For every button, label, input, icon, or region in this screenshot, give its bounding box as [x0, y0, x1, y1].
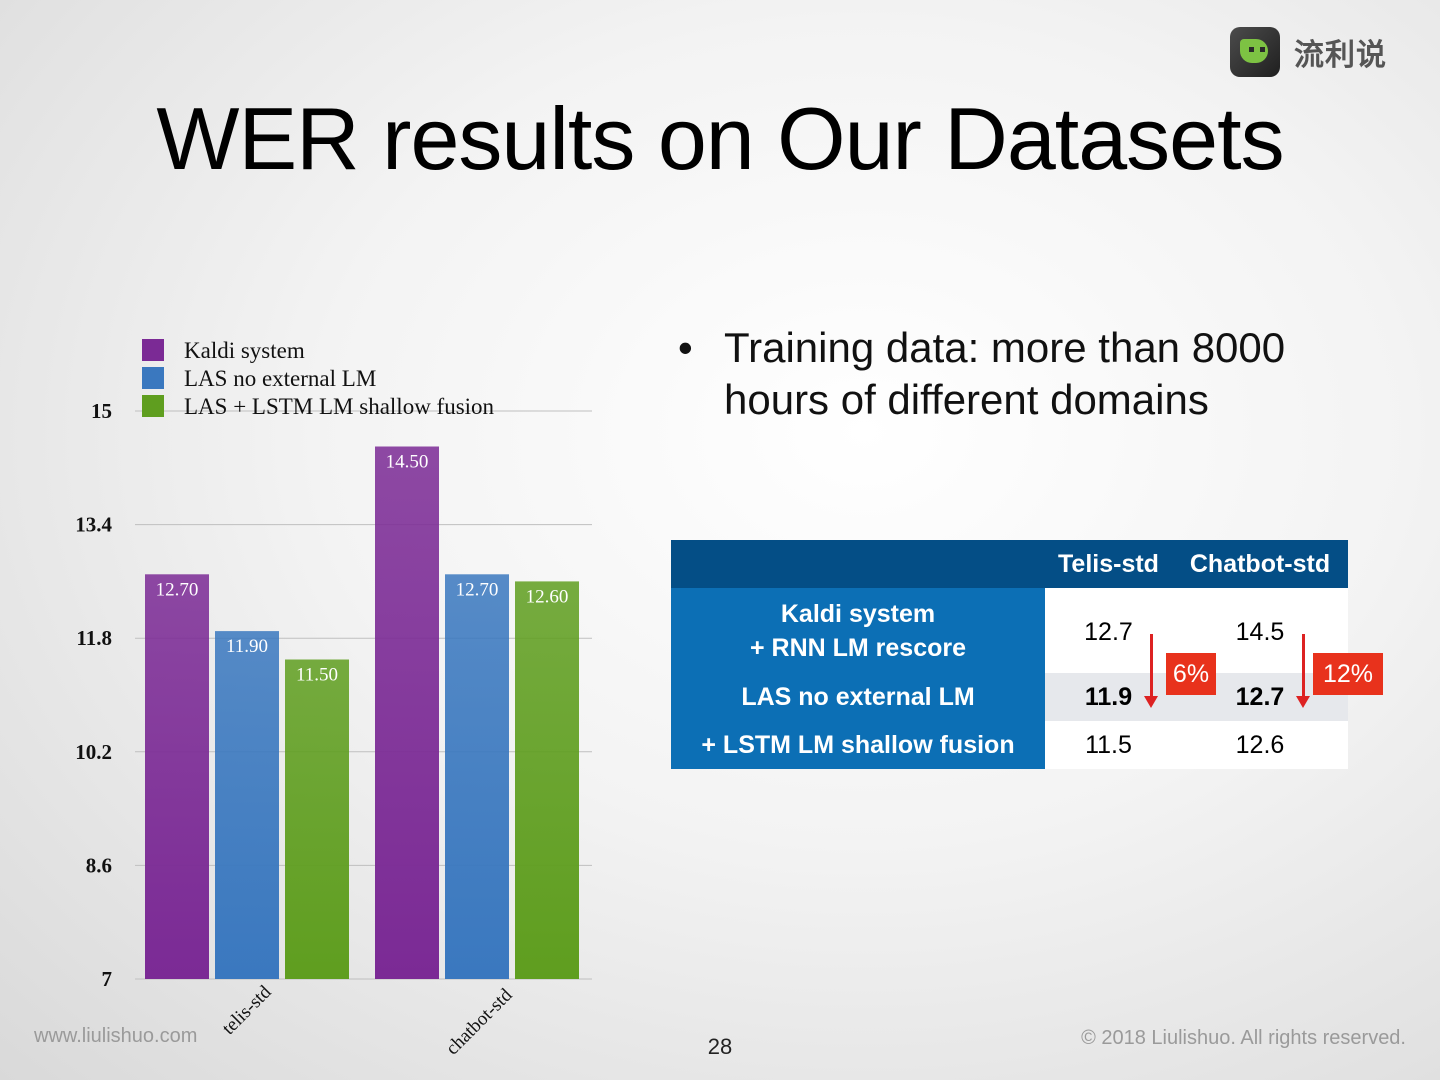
- row-label-las: LAS no external LM: [671, 673, 1045, 721]
- table-row: + LSTM LM shallow fusion 11.5 12.6: [671, 721, 1348, 769]
- telis-improvement-badge: 6%: [1166, 653, 1216, 695]
- legend-swatch: [142, 339, 164, 361]
- cell-lstm-chatbot: 12.6: [1172, 721, 1348, 769]
- header-telis-std: Telis-std: [1045, 540, 1172, 588]
- bars: 12.70 11.90 11.50 14.50 12.70 12.60: [145, 446, 579, 979]
- y-tick-label: 11.8: [76, 626, 112, 650]
- chatbot-improvement-badge: 12%: [1313, 653, 1383, 695]
- header-chatbot-std: Chatbot-std: [1172, 540, 1348, 588]
- table-header-row: Telis-std Chatbot-std: [671, 540, 1348, 588]
- footer-website: www.liulishuo.com: [34, 1025, 198, 1047]
- bar-value-label: 12.70: [156, 579, 199, 600]
- table-row: LAS no external LM 11.9 12.7: [671, 673, 1348, 721]
- bar: [445, 574, 509, 979]
- bar: [375, 446, 439, 979]
- footer-copyright: © 2018 Liulishuo. All rights reserved.: [1081, 1027, 1406, 1049]
- wer-results-table: Telis-std Chatbot-std Kaldi system + RNN…: [671, 540, 1348, 769]
- bar-value-label: 12.70: [456, 579, 499, 600]
- legend-swatch: [142, 367, 164, 389]
- bar-value-label: 14.50: [386, 452, 429, 473]
- logo-text: 流利说: [1294, 38, 1387, 73]
- bar: [145, 574, 209, 979]
- y-tick-label: 13.4: [75, 513, 112, 537]
- table-row: Kaldi system + RNN LM rescore 12.7 14.5: [671, 588, 1348, 673]
- y-tick-label: 7: [102, 967, 113, 991]
- legend-label: LAS + LSTM LM shallow fusion: [184, 394, 495, 419]
- down-arrow-icon: [1144, 634, 1158, 708]
- bullet-text: Training data: more than 8000 hours of d…: [724, 324, 1286, 423]
- legend-label: Kaldi system: [184, 338, 305, 363]
- training-data-bullet: • Training data: more than 8000 hours of…: [678, 322, 1378, 426]
- y-axis-ticks: 7 8.6 10.2 11.8 13.4 15: [75, 399, 112, 991]
- bar-value-label: 11.90: [226, 636, 268, 657]
- y-tick-label: 15: [91, 399, 112, 423]
- cell-lstm-telis: 11.5: [1045, 721, 1172, 769]
- liulishuo-logo-icon: [1230, 27, 1280, 77]
- legend-swatch: [142, 395, 164, 417]
- bar: [515, 581, 579, 979]
- liulishuo-logo: 流利说: [1230, 26, 1400, 78]
- row-label-line1: Kaldi system: [780, 599, 936, 628]
- bar-value-label: 12.60: [526, 586, 569, 607]
- wer-bar-chart: 78.610.211.813.415 12.7011.9011.5014.501…: [75, 338, 592, 1059]
- row-label-lstm: + LSTM LM shallow fusion: [671, 721, 1045, 769]
- bar: [215, 631, 279, 979]
- x-tick-label: telis-std: [218, 981, 276, 1039]
- bullet-point: •: [678, 324, 693, 371]
- legend-label: LAS no external LM: [184, 366, 376, 391]
- row-label-line2: + RNN LM rescore: [749, 633, 967, 662]
- bar-value-label: 11.50: [296, 665, 338, 686]
- y-tick-label: 10.2: [75, 740, 112, 764]
- header-empty: [671, 540, 1045, 588]
- down-arrow-icon: [1296, 634, 1310, 708]
- slide-title: WER results on Our Datasets: [156, 89, 1284, 188]
- page-number: 28: [707, 1034, 733, 1059]
- row-label-kaldi: Kaldi system + RNN LM rescore: [671, 588, 1045, 673]
- chart-legend: Kaldi system LAS no external LM LAS + LSTM…: [142, 338, 495, 419]
- y-tick-label: 8.6: [86, 853, 112, 877]
- bar: [285, 659, 349, 979]
